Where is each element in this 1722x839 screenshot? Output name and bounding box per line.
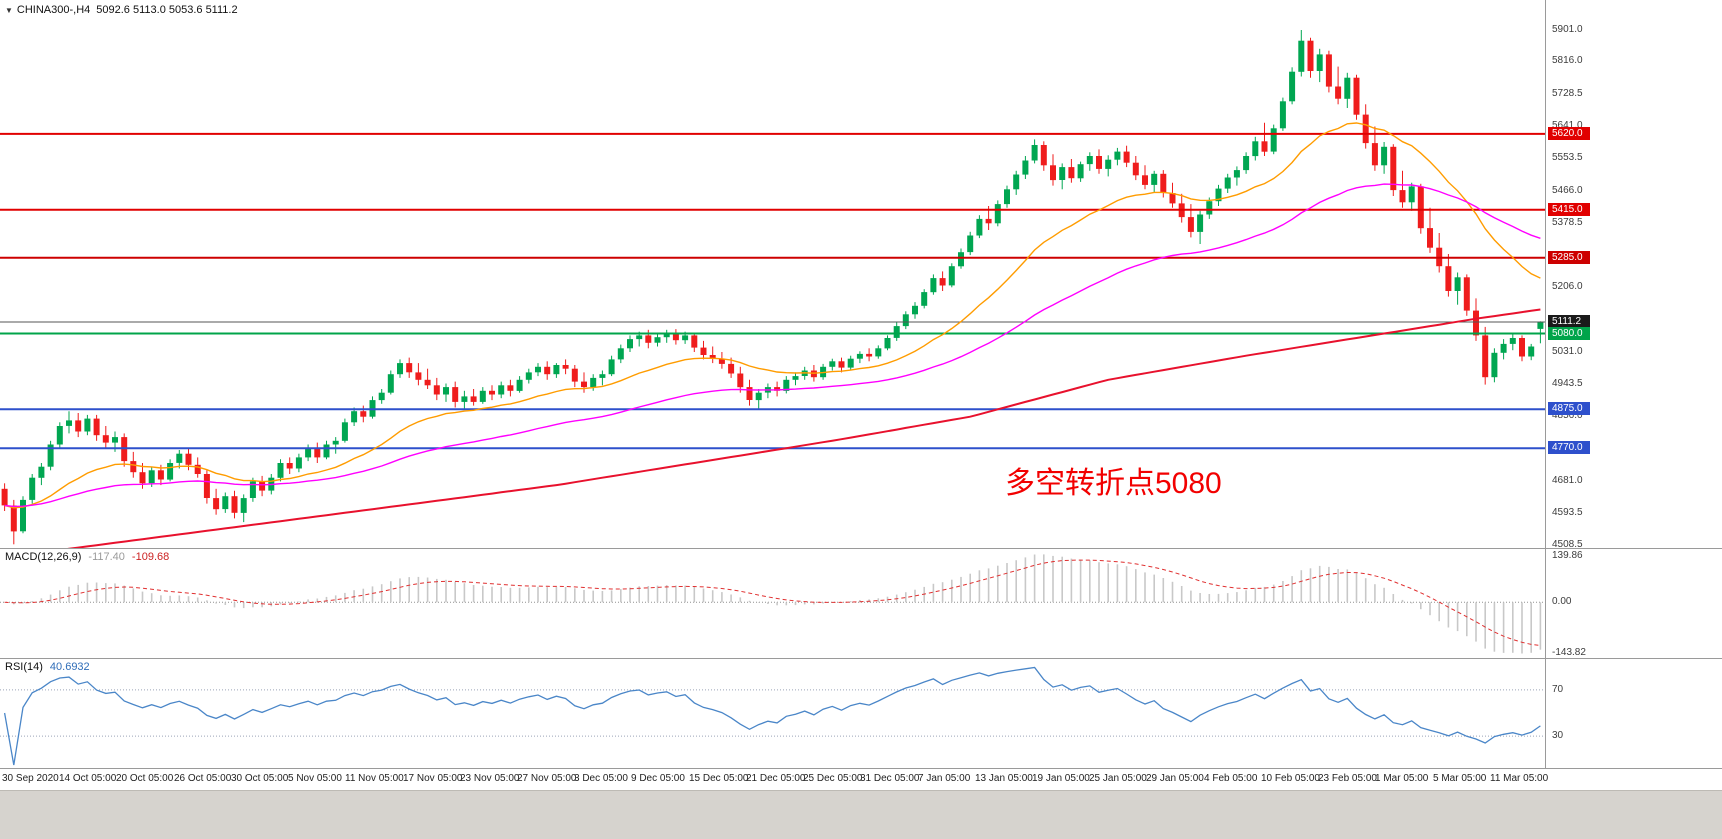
price-tick-label: 4593.5	[1552, 507, 1583, 518]
time-tick-label: 25 Jan 05:00	[1089, 773, 1147, 784]
price-tick-label: 4856.0	[1552, 410, 1583, 421]
fast-ma-line	[4, 122, 1541, 509]
main-chart-canvas[interactable]	[0, 0, 1545, 548]
time-tick-label: 31 Dec 05:00	[860, 773, 920, 784]
rsi-level-label: 30	[1552, 730, 1564, 741]
symbol-marker-icon[interactable]: ▼	[5, 6, 13, 15]
time-tick-label: 19 Jan 05:00	[1032, 773, 1090, 784]
price-tick-label: 5553.5	[1552, 152, 1583, 163]
time-tick-label: 20 Oct 05:00	[116, 773, 174, 784]
price-level-label: 5285.0	[1548, 251, 1590, 264]
time-tick-label: 4 Feb 05:00	[1204, 773, 1258, 784]
price-tick-label: 5816.0	[1552, 55, 1583, 66]
price-axis[interactable]: 5901.0 5816.0 5728.5 5641.0 5553.5 5466.0 5378…	[1546, 0, 1722, 790]
medium-ma-line	[4, 183, 1541, 508]
time-tick-label: 5 Nov 05:00	[288, 773, 342, 784]
time-tick-label: 27 Nov 05:00	[517, 773, 577, 784]
pane-separator[interactable]	[0, 548, 1722, 549]
rsi-level-label: 70	[1552, 684, 1564, 695]
time-tick-label: 30 Sep 2020	[2, 773, 59, 784]
ohlc-readout: 5092.6 5113.0 5053.6 5111.2	[96, 4, 238, 16]
chart-title: ▼ CHINA300-,H4 5092.6 5113.0 5053.6 5111.2	[5, 4, 238, 16]
time-tick-label: 11 Nov 05:00	[345, 773, 404, 784]
macd-histogram-layer	[13, 554, 1542, 654]
pane-separator[interactable]	[0, 658, 1722, 659]
price-level-label: 4770.0	[1548, 441, 1590, 454]
price-level-label: 5080.0	[1548, 327, 1590, 340]
macd-signal-line	[4, 559, 1541, 646]
macd-main-value: -117.40	[88, 551, 125, 563]
price-axis-separator	[1545, 0, 1546, 768]
time-tick-label: 7 Jan 05:00	[918, 773, 971, 784]
rsi-pane-canvas[interactable]	[0, 658, 1545, 768]
price-tick-label: 5031.0	[1552, 346, 1583, 357]
price-tick-label: 4681.0	[1552, 475, 1583, 486]
time-tick-label: 25 Dec 05:00	[803, 773, 863, 784]
time-tick-label: 15 Dec 05:00	[689, 773, 749, 784]
symbol-name: CHINA300-,H4	[16, 4, 91, 16]
time-tick-label: 5 Mar 05:00	[1433, 773, 1487, 784]
time-tick-label: 14 Oct 05:00	[59, 773, 117, 784]
time-axis[interactable]: 30 Sep 2020 14 Oct 05:00 20 Oct 05:00 26 Oc…	[0, 768, 1722, 790]
macd-pane-canvas[interactable]	[0, 548, 1545, 658]
annotation-text: 多空转折点5080	[1005, 467, 1222, 500]
time-tick-label: 11 Mar 05:00	[1490, 773, 1549, 784]
candles-layer	[1, 30, 1544, 545]
rsi-value: 40.6932	[49, 661, 90, 673]
time-tick-label: 21 Dec 05:00	[746, 773, 806, 784]
moving-averages-layer	[4, 122, 1541, 548]
price-level-label: 5111.2	[1548, 315, 1590, 328]
macd-indicator-name: MACD(12,26,9)	[5, 551, 82, 563]
time-tick-label: 23 Nov 05:00	[460, 773, 520, 784]
time-tick-label: 30 Oct 05:00	[231, 773, 289, 784]
time-tick-label: 1 Mar 05:00	[1375, 773, 1429, 784]
time-tick-label: 17 Nov 05:00	[403, 773, 463, 784]
time-tick-label: 23 Feb 05:00	[1318, 773, 1377, 784]
price-level-label: 5620.0	[1548, 127, 1590, 140]
time-tick-label: 26 Oct 05:00	[174, 773, 232, 784]
price-tick-label: 5378.5	[1552, 217, 1583, 228]
rsi-line	[3, 666, 1541, 766]
macd-signal-value: -109.68	[131, 551, 170, 563]
price-tick-label: 5466.0	[1552, 185, 1583, 196]
rsi-label: RSI(14) 40.6932	[5, 661, 90, 673]
time-tick-label: 13 Jan 05:00	[975, 773, 1033, 784]
price-tick-label: 5901.0	[1552, 24, 1583, 35]
pane-separator	[0, 768, 1722, 769]
macd-label: MACD(12,26,9) -117.40 -109.68	[5, 551, 169, 563]
slow-ma-line	[67, 308, 1541, 548]
horizontal-levels-layer	[0, 132, 1545, 450]
rsi-indicator-name: RSI(14)	[5, 661, 43, 673]
window-bottom-chrome	[0, 790, 1722, 839]
price-tick-label: 5728.5	[1552, 88, 1583, 99]
price-tick-label: 4943.5	[1552, 378, 1583, 389]
price-level-label: 5415.0	[1548, 203, 1590, 216]
time-tick-label: 9 Dec 05:00	[631, 773, 685, 784]
time-tick-label: 10 Feb 05:00	[1261, 773, 1320, 784]
macd-tick-label: 139.86	[1552, 550, 1583, 561]
time-tick-label: 3 Dec 05:00	[574, 773, 628, 784]
macd-tick-label: 0.00	[1552, 596, 1572, 607]
time-tick-label: 29 Jan 05:00	[1146, 773, 1204, 784]
price-level-label: 4875.0	[1548, 402, 1590, 415]
price-tick-label: 5206.0	[1552, 281, 1583, 292]
macd-tick-label: -143.82	[1552, 647, 1586, 658]
price-tick-label: 5641.0	[1552, 120, 1583, 131]
price-tick-label: 4508.5	[1552, 539, 1583, 550]
